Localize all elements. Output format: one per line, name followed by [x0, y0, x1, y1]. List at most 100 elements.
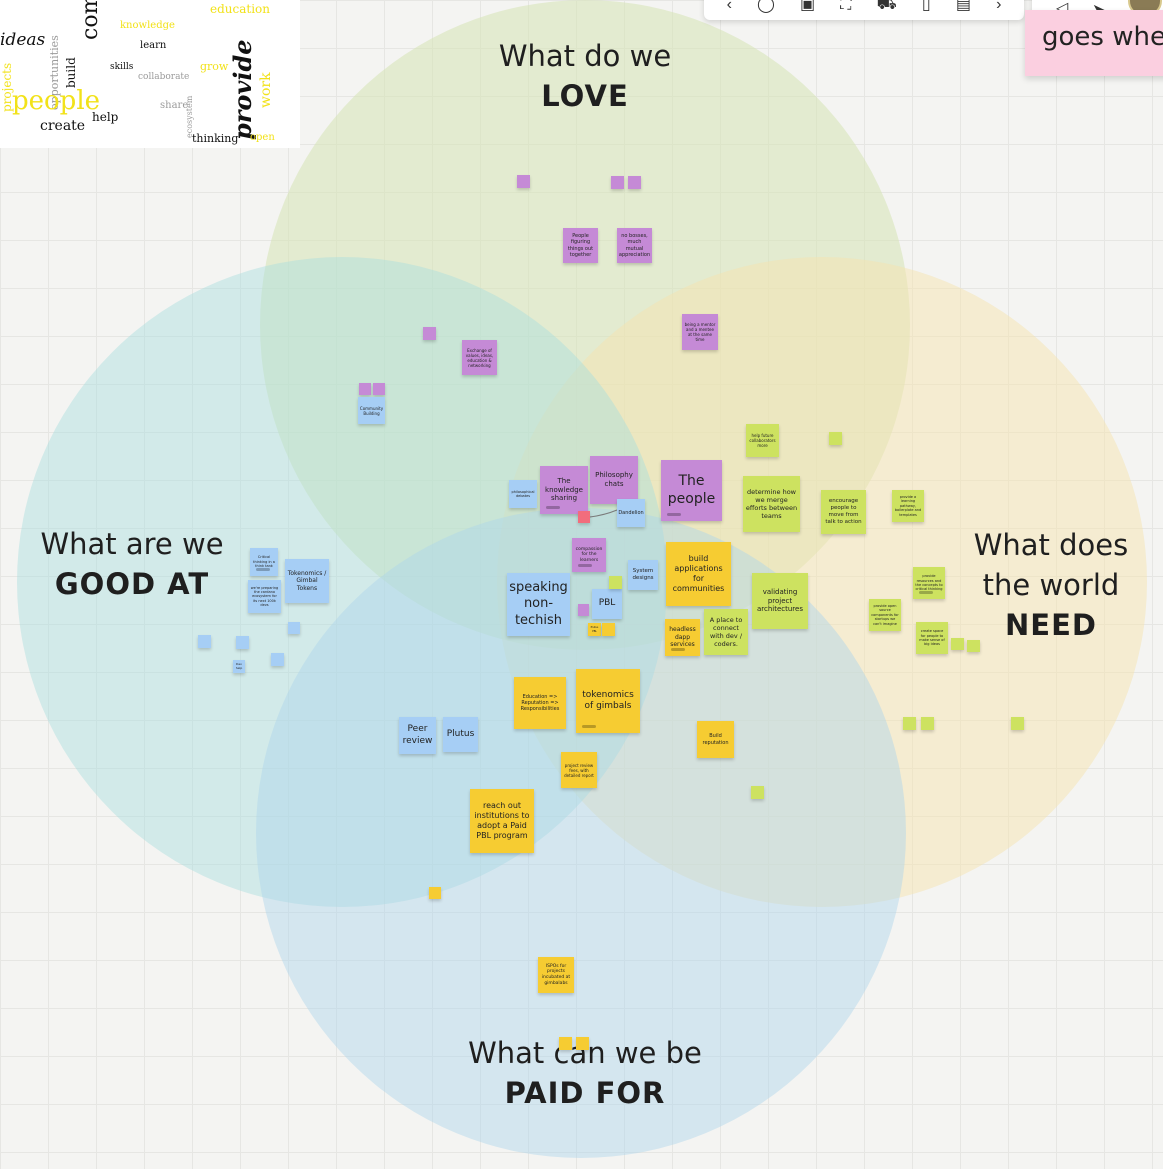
sticky-note[interactable] [373, 383, 385, 395]
word-cloud-word: knowledge [120, 20, 175, 31]
sticky-note[interactable] [578, 511, 590, 523]
sticky-note[interactable]: create space for people to make sense of… [916, 622, 948, 654]
sticky-note-text: being a mentor and a mentee at the same … [684, 322, 716, 342]
sticky-note[interactable] [609, 576, 622, 589]
heading-need-line3: NEED [1005, 608, 1097, 642]
sticky-note[interactable]: Exchange of values, ideas, education & n… [462, 340, 497, 375]
sticky-note[interactable] [903, 717, 916, 730]
sticky-note-text: Philosophy chats [595, 471, 633, 488]
sticky-note[interactable]: People figuring things out together [563, 228, 598, 263]
sticky-note[interactable]: Philosophy chats [590, 456, 638, 504]
sticky-note[interactable] [628, 176, 641, 189]
sticky-note[interactable]: Tokenomics / Gimbal Tokens [285, 559, 329, 603]
sticky-note-text: headless dapp services [669, 626, 696, 649]
sticky-note-text: we're preparing the cardano ecosystem fo… [250, 585, 279, 608]
sticky-note[interactable]: build applications for communities [666, 542, 731, 606]
word-cloud-image[interactable]: ideas community education opportunities … [0, 0, 300, 148]
sticky-note[interactable]: Build reputation [697, 721, 734, 758]
sticky-note[interactable]: tokenomics of gimbals [576, 669, 640, 733]
sticky-note[interactable]: validating project architectures [752, 573, 808, 629]
sticky-note[interactable] [198, 635, 211, 648]
sticky-note[interactable] [751, 786, 764, 799]
arrow-icon[interactable]: ‹ [726, 0, 732, 13]
sticky-note[interactable] [576, 1037, 589, 1050]
heading-need: What does the world NEED [950, 525, 1152, 645]
note-icon[interactable]: ▤ [955, 0, 971, 13]
word-cloud-word: open [250, 132, 275, 143]
sticky-note[interactable]: ISPOs for projects incubated at gimbalab… [538, 957, 574, 993]
heading-paid-for: What can we be PAID FOR [455, 1033, 715, 1113]
sticky-note[interactable]: Dandelion [617, 499, 645, 527]
sticky-note[interactable]: encourage people to move from talk to ac… [821, 490, 866, 534]
sticky-note[interactable] [921, 717, 934, 730]
sticky-note-text: The people [667, 473, 716, 507]
sticky-note[interactable] [423, 327, 436, 340]
sticky-note-text: System designs [632, 568, 654, 581]
sticky-note[interactable]: philosophical debates [509, 480, 537, 508]
sticky-note[interactable] [517, 175, 530, 188]
pink-sticky-note[interactable]: goes wher [1025, 10, 1163, 76]
sticky-note[interactable]: being a mentor and a mentee at the same … [682, 314, 718, 350]
sticky-note[interactable]: compassion for the learners [572, 538, 606, 572]
sticky-note[interactable] [271, 653, 284, 666]
sticky-note[interactable] [951, 638, 964, 650]
sticky-note[interactable]: no bosses, much mutual appreciation [617, 228, 652, 263]
sticky-note[interactable]: we're preparing the cardano ecosystem fo… [248, 580, 281, 613]
sticky-note[interactable]: Plutus [443, 717, 478, 752]
sticky-note-text: provide resources and the concepts to cr… [915, 574, 943, 592]
sticky-note-text: reach out institutions to adopt a Paid P… [474, 801, 530, 840]
heading-paid-for-line2: PAID FOR [504, 1076, 666, 1110]
sticky-note[interactable] [578, 604, 589, 616]
frame-icon[interactable]: ⛶ [840, 0, 852, 13]
sticky-note[interactable]: reach out institutions to adopt a Paid P… [470, 789, 534, 853]
sticky-note[interactable]: Critical thinking in a think tank [250, 548, 278, 576]
word-cloud-word: work [258, 72, 274, 108]
sticky-note[interactable] [288, 622, 300, 634]
sticky-note-text: encourage people to move from talk to ac… [825, 498, 862, 525]
cart-icon[interactable]: ⛟ [876, 0, 897, 13]
sticky-note[interactable]: provide resources and the concepts to cr… [913, 567, 945, 599]
sticky-note[interactable]: PBL [592, 589, 622, 619]
sticky-note[interactable]: provide a learning pathway, boilerplate … [892, 490, 924, 522]
word-cloud-word: skills [110, 62, 134, 72]
sticky-note[interactable]: provide open source components for start… [869, 599, 901, 631]
sticky-note-text: Peer review [402, 724, 433, 746]
sticky-note[interactable]: A place to connect with dev / coders. [704, 609, 748, 655]
sticky-note[interactable]: System designs [628, 560, 658, 590]
sticky-note[interactable] [1011, 717, 1024, 730]
sticky-note[interactable] [236, 636, 249, 649]
sticky-note[interactable]: headless dapp services [665, 619, 700, 656]
sticky-note-text: philosophical debates [511, 489, 535, 498]
sticky-note[interactable] [429, 887, 441, 899]
lock-icon[interactable]: ▣ [800, 0, 816, 13]
sticky-note[interactable]: speaking non-techish [507, 573, 570, 636]
sticky-note[interactable] [611, 176, 624, 189]
sticky-note[interactable]: Plutus PBL [588, 623, 601, 636]
sticky-note[interactable]: The knowledge sharing [540, 466, 588, 514]
sticky-note[interactable]: Community Building [358, 397, 385, 424]
circle-icon[interactable]: ◯ [757, 0, 775, 13]
sticky-note[interactable] [829, 432, 842, 445]
sticky-note-text: Plutus PBL [590, 626, 599, 633]
sticky-note[interactable]: Peer review [399, 717, 436, 754]
word-cloud-word: education [210, 2, 270, 16]
sticky-note[interactable]: The people [661, 460, 722, 521]
sticky-note-text: Education => Reputation => Responsibilit… [520, 693, 560, 713]
sticky-note[interactable]: Education => Reputation => Responsibilit… [514, 677, 566, 729]
sticky-note[interactable]: help future collaborators more [746, 424, 779, 457]
sticky-note-text: Dandelion [618, 509, 644, 516]
sticky-note-text: ISPOs for projects incubated at gimbalab… [541, 963, 571, 986]
device-icon[interactable]: ▯ [921, 0, 931, 13]
sticky-note[interactable]: project review fees, with detailed repor… [561, 752, 597, 788]
sticky-note[interactable] [967, 640, 980, 652]
sticky-note[interactable] [602, 623, 615, 636]
sticky-note-text: build applications for communities [672, 554, 725, 593]
sticky-note[interactable] [359, 383, 371, 395]
sticky-note[interactable]: determine how we merge efforts between t… [743, 476, 800, 532]
word-cloud-word: create [40, 118, 86, 134]
sticky-note[interactable] [559, 1037, 572, 1050]
sticky-note[interactable]: Dev help [233, 660, 245, 673]
more-icon[interactable]: › [996, 0, 1002, 13]
sticky-note-text: Build reputation [702, 733, 729, 746]
sticky-note-text: Community Building [359, 405, 384, 416]
